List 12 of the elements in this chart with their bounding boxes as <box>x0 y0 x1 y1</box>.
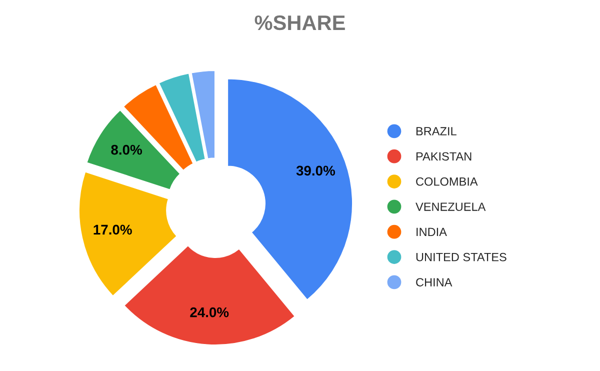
legend-label: VENEZUELA <box>416 202 486 211</box>
data-label: 39.0% <box>296 166 336 176</box>
legend-label: CHINA <box>416 278 452 286</box>
legend-label: PAKISTAN <box>416 152 472 161</box>
data-label: 17.0% <box>94 224 132 235</box>
legend-label: INDIA <box>416 228 447 236</box>
data-label: 8.0% <box>111 144 142 155</box>
legend-label: COLOMBIA <box>416 177 478 186</box>
data-label: 24.0% <box>190 307 229 318</box>
legend-label: UNITED STATES <box>416 252 506 262</box>
chart-title: %SHARE <box>254 15 345 30</box>
legend-label: BRAZIL <box>416 127 456 136</box>
